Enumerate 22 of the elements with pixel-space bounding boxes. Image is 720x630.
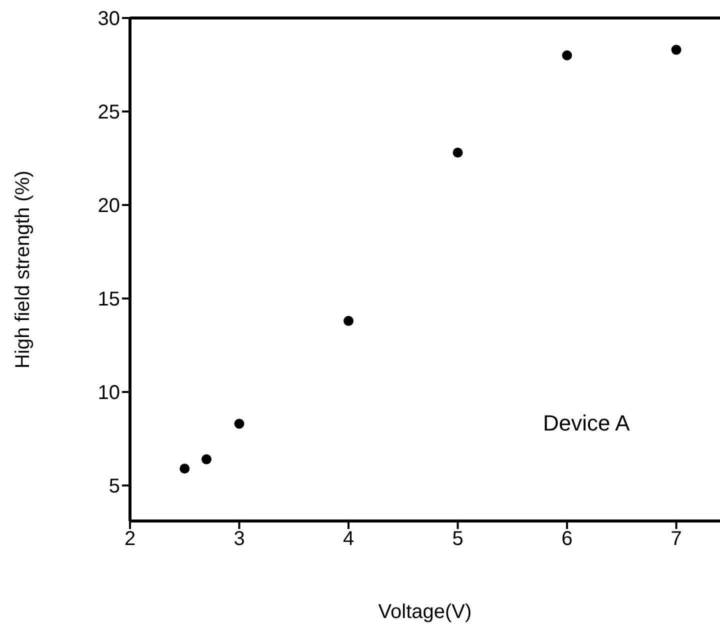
point	[452, 148, 463, 158]
x-tick-label: 7	[670, 528, 682, 550]
point	[234, 418, 244, 429]
annotation: Device A	[543, 410, 630, 436]
x-tick-label: 6	[561, 528, 573, 550]
y-axis-title: High field strength (%)	[12, 170, 34, 368]
y-tick-label: 30	[98, 8, 120, 30]
x-tick-label: 2	[124, 528, 136, 550]
y-tick-label: 10	[98, 382, 120, 404]
x-axis-title: Voltage(V)	[378, 601, 472, 623]
point	[344, 316, 354, 326]
point	[562, 50, 572, 60]
point	[180, 464, 190, 474]
point	[671, 44, 682, 55]
y-tick-label: 5	[108, 476, 120, 498]
y-tick-label: 15	[98, 288, 120, 311]
y-tick-label: 25	[98, 102, 120, 124]
x-tick-label: 4	[342, 528, 354, 550]
point	[201, 454, 212, 464]
x-tick-label: 3	[234, 528, 245, 550]
y-tick-label: 20	[98, 195, 120, 218]
x-tick-label: 5	[452, 528, 464, 550]
